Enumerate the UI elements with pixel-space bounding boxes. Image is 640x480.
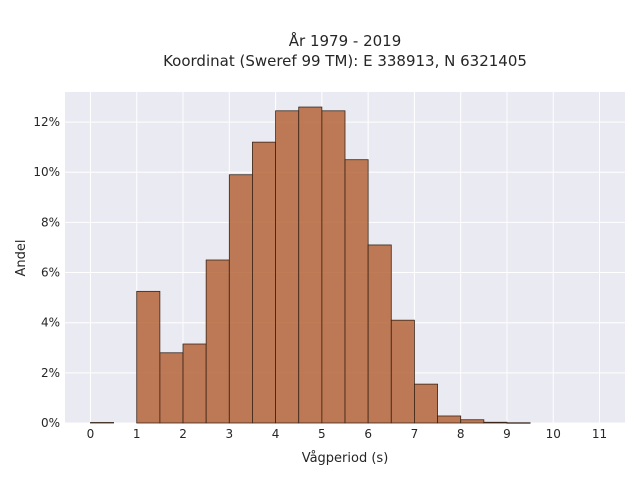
- x-tick-label: 1: [133, 427, 141, 441]
- histogram-bar: [321, 110, 346, 424]
- y-tick-label: 2%: [41, 366, 60, 380]
- histogram-bar: [414, 383, 438, 424]
- histogram-bar: [90, 422, 114, 424]
- y-tick-label: 10%: [33, 165, 60, 179]
- x-tick-label: 0: [87, 427, 95, 441]
- x-tick-label: 2: [179, 427, 187, 441]
- x-axis-ticks: 0 1 2 3 4 5 6 7 8 9 10 11: [87, 427, 608, 441]
- histogram-bar: [390, 319, 415, 424]
- x-tick-label: 10: [546, 427, 561, 441]
- y-tick-label: 6%: [41, 266, 60, 280]
- y-tick-label: 4%: [41, 316, 60, 330]
- histogram-bar: [136, 290, 161, 424]
- x-tick-label: 4: [272, 427, 280, 441]
- y-axis-ticks: 0% 2% 4% 6% 8% 10% 12%: [33, 115, 60, 430]
- histogram-bar: [367, 244, 392, 424]
- histogram-bar: [344, 159, 369, 424]
- x-tick-label: 7: [411, 427, 419, 441]
- histogram-bar: [159, 352, 184, 424]
- histogram-bar: [506, 422, 531, 424]
- x-tick-label: 9: [503, 427, 511, 441]
- histogram-bar: [437, 415, 462, 424]
- y-tick-label: 12%: [33, 115, 60, 129]
- y-tick-label: 8%: [41, 215, 60, 229]
- histogram-bar: [483, 421, 508, 424]
- y-axis-label: Andel: [14, 240, 29, 277]
- histogram-bar: [228, 174, 253, 424]
- histogram-bar: [182, 343, 207, 424]
- x-tick-label: 11: [592, 427, 607, 441]
- histogram-bar: [252, 141, 276, 424]
- histogram-bar: [275, 110, 300, 424]
- chart-subtitle: Koordinat (Sweref 99 TM): E 338913, N 63…: [163, 52, 527, 70]
- x-axis-label: Vågperiod (s): [302, 451, 389, 466]
- x-tick-label: 6: [364, 427, 372, 441]
- histogram-bars: [90, 106, 531, 424]
- x-tick-label: 8: [457, 427, 465, 441]
- y-tick-label: 0%: [41, 416, 60, 430]
- histogram-bar: [460, 419, 485, 424]
- histogram-bar: [205, 259, 230, 424]
- histogram-bar: [298, 106, 323, 424]
- x-tick-label: 5: [318, 427, 326, 441]
- x-tick-label: 3: [225, 427, 233, 441]
- chart-title: År 1979 - 2019: [289, 31, 402, 50]
